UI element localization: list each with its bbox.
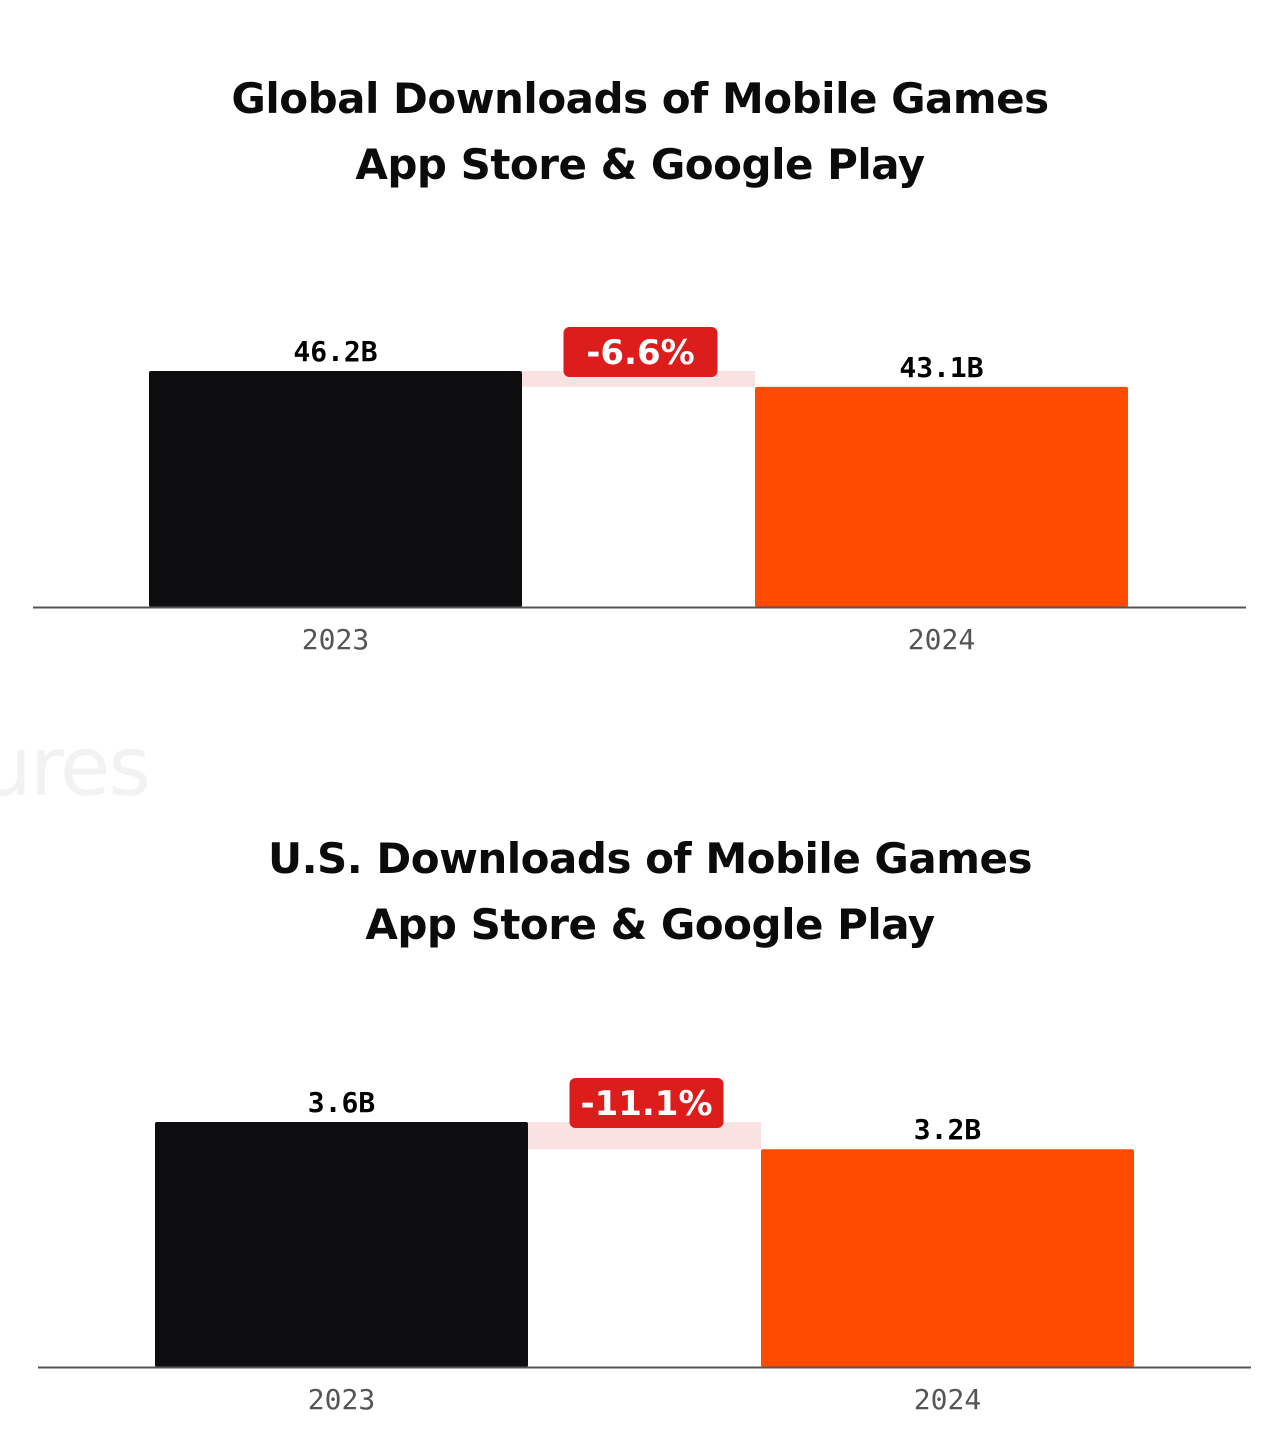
value-label-2024: 3.2B <box>914 1113 981 1146</box>
chart-subtitle-text: App Store & Google Play <box>355 140 925 189</box>
chart-subtitle-text: App Store & Google Play <box>365 900 935 949</box>
change-label: -11.1% <box>580 1084 712 1124</box>
chart-title: Global Downloads of Mobile Games App Sto… <box>0 66 1270 198</box>
plot-area: 46.2B 43.1B 2023 2024 -6.6% <box>33 327 1246 656</box>
x-tick-2024: 2024 <box>908 623 975 656</box>
change-badge <box>569 1078 724 1128</box>
change-badge <box>563 327 718 377</box>
value-label-2024: 43.1B <box>899 351 983 384</box>
value-label-2023: 3.6B <box>308 1086 375 1119</box>
x-tick-2024: 2024 <box>914 1383 981 1416</box>
chart-title-text: Global Downloads of Mobile Games <box>231 74 1049 123</box>
watermark: ures <box>0 720 151 815</box>
chart-title: U.S. Downloads of Mobile Games App Store… <box>10 826 1270 958</box>
chart-title-text: U.S. Downloads of Mobile Games <box>267 834 1033 883</box>
bar-2024 <box>755 386 1128 607</box>
x-tick-2023: 2023 <box>302 623 369 656</box>
bar-2024 <box>761 1149 1134 1367</box>
bar-2023 <box>155 1122 528 1367</box>
bar-2023 <box>149 371 522 607</box>
value-label-2023: 46.2B <box>293 335 377 368</box>
change-label: -6.6% <box>586 333 694 373</box>
x-tick-2023: 2023 <box>308 1383 375 1416</box>
